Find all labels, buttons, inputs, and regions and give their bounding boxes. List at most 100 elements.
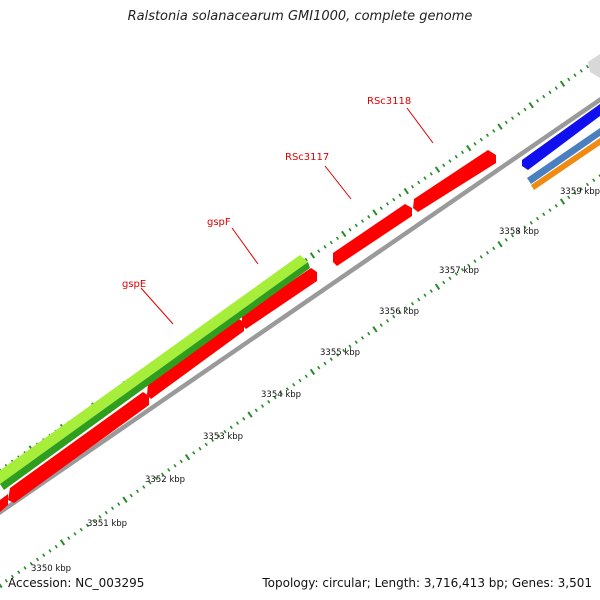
- tick-mark: [467, 263, 471, 268]
- tick-mark: [592, 178, 596, 183]
- gene-label-gspE[interactable]: gspE: [122, 279, 146, 290]
- tick-mark: [504, 238, 508, 242]
- tick-mark: [309, 368, 316, 376]
- gene-label-RSc3118[interactable]: RSc3118: [367, 96, 411, 107]
- tick-mark: [517, 229, 521, 234]
- tick-mark: [329, 240, 333, 245]
- tick-mark: [4, 578, 8, 583]
- tick-mark: [323, 361, 327, 366]
- tick-mark: [454, 272, 458, 276]
- leader-RSc3118: [406, 107, 434, 144]
- tick-mark: [573, 191, 577, 195]
- tick-mark: [0, 583, 3, 589]
- genome-backbone: [0, 97, 600, 515]
- tick-mark: [479, 255, 483, 259]
- leader-gspE: [140, 287, 174, 325]
- tick-mark: [273, 395, 277, 400]
- tick-mark: [404, 306, 408, 310]
- tick-mark: [398, 193, 402, 198]
- gene-label-RSc3117[interactable]: RSc3117: [285, 152, 329, 163]
- gene-label-gspF[interactable]: gspF: [207, 217, 231, 228]
- tick-mark: [10, 574, 15, 579]
- tick-mark: [335, 353, 340, 357]
- tick-mark: [579, 187, 583, 191]
- kbp-label: 3353 kbp: [203, 432, 243, 442]
- gene-arrow-gray[interactable]: [588, 54, 600, 78]
- tick-mark: [329, 357, 333, 361]
- gsp-arrow-lightgreen[interactable]: [0, 255, 308, 484]
- gsp-arrow-green[interactable]: [0, 262, 310, 490]
- tick-mark: [154, 476, 158, 481]
- tick-mark: [434, 166, 441, 173]
- tick-mark: [342, 348, 346, 353]
- tick-mark: [423, 176, 427, 180]
- tick-mark: [348, 344, 352, 349]
- accession-text: Accession: NC_003295: [8, 576, 145, 590]
- tick-mark: [529, 221, 533, 225]
- tick-mark: [254, 408, 258, 413]
- tick-mark: [497, 123, 503, 130]
- tick-mark: [535, 216, 540, 221]
- gene-arrow-red-6[interactable]: [413, 150, 496, 212]
- tick-mark: [542, 94, 546, 99]
- kbp-label: 3352 kbp: [145, 475, 185, 485]
- gene-arrow-orange[interactable]: [531, 138, 600, 190]
- tick-mark: [548, 208, 552, 212]
- tick-mark: [417, 297, 421, 302]
- tick-mark: [473, 142, 477, 146]
- gene-arrow-blue[interactable]: [522, 104, 600, 170]
- tick-mark: [85, 523, 90, 528]
- tick-mark: [485, 250, 490, 255]
- gene-arrows: [0, 54, 600, 512]
- gene-arrow-red-4[interactable]: [242, 268, 317, 329]
- tick-mark: [317, 249, 321, 253]
- kbp-label: 3357 kbp: [439, 266, 479, 276]
- tick-mark: [292, 382, 296, 387]
- tick-mark: [410, 184, 415, 189]
- tick-mark: [410, 302, 415, 306]
- tick-mark: [554, 204, 558, 208]
- tick-mark: [454, 154, 458, 159]
- tick-mark: [504, 120, 508, 125]
- leader-gspF: [231, 227, 259, 265]
- tick-mark: [528, 102, 534, 109]
- gene-arrow-red-5[interactable]: [333, 204, 412, 266]
- tick-mark: [585, 64, 590, 69]
- tick-mark: [54, 544, 58, 549]
- tick-mark: [198, 446, 202, 451]
- tick-mark: [247, 411, 253, 418]
- tick-mark: [304, 257, 308, 262]
- tick-mark: [285, 387, 290, 391]
- gene-arrow-steelblue[interactable]: [527, 128, 600, 184]
- tick-mark: [535, 99, 540, 103]
- tick-mark: [217, 434, 221, 438]
- gene-arrow-red-3[interactable]: [147, 318, 244, 399]
- tick-mark: [497, 240, 503, 248]
- gene-arrow-red-1[interactable]: [0, 494, 8, 512]
- tick-mark: [559, 198, 566, 205]
- map-title: Ralstonia solanacearum GMI1000, complete…: [127, 9, 473, 24]
- tick-mark: [372, 326, 378, 333]
- tick-mark: [392, 314, 396, 319]
- tick-mark: [429, 172, 433, 176]
- tick-mark: [559, 80, 566, 87]
- tick-mark: [148, 480, 152, 485]
- tick-mark: [442, 280, 446, 285]
- tick-mark: [210, 438, 215, 442]
- tick-mark: [554, 86, 558, 90]
- tick-mark: [104, 510, 108, 515]
- tick-mark: [317, 365, 321, 370]
- tick-mark: [348, 227, 352, 232]
- tick-mark: [485, 133, 490, 138]
- tick-mark: [567, 77, 571, 82]
- tick-mark: [398, 310, 402, 315]
- tick-mark: [192, 451, 196, 455]
- tick-mark: [335, 236, 340, 241]
- tick-mark: [204, 442, 208, 447]
- tick-mark: [392, 197, 396, 202]
- tick-mark: [367, 331, 371, 336]
- tick-mark: [267, 400, 271, 404]
- tick-mark: [223, 429, 227, 434]
- gene-arrow-red-2[interactable]: [8, 392, 149, 503]
